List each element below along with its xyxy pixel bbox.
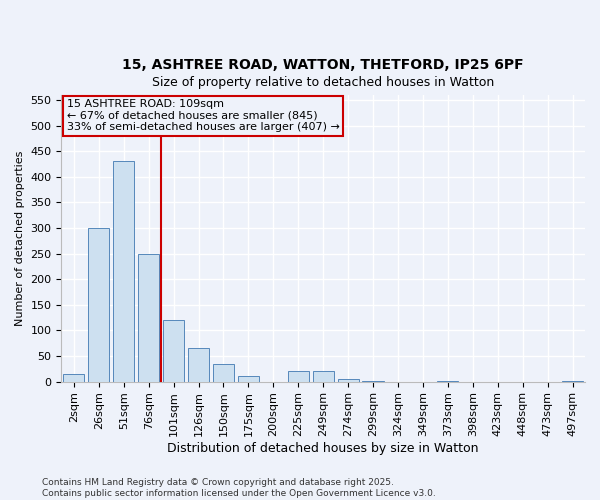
Bar [362, 381, 383, 382]
Text: 15 ASHTREE ROAD: 109sqm
← 67% of detached houses are smaller (845)
33% of semi-d: 15 ASHTREE ROAD: 109sqm ← 67% of detache… [67, 99, 340, 132]
Bar [287, 372, 309, 382]
Bar [188, 348, 209, 382]
X-axis label: Distribution of detached houses by size in Watton: Distribution of detached houses by size … [167, 442, 479, 455]
Text: 15, ASHTREE ROAD, WATTON, THETFORD, IP25 6PF: 15, ASHTREE ROAD, WATTON, THETFORD, IP25… [122, 58, 524, 72]
Bar [338, 379, 359, 382]
Bar [138, 254, 159, 382]
Text: Contains HM Land Registry data © Crown copyright and database right 2025.
Contai: Contains HM Land Registry data © Crown c… [42, 478, 436, 498]
Bar [163, 320, 184, 382]
Bar [88, 228, 109, 382]
Text: Size of property relative to detached houses in Watton: Size of property relative to detached ho… [152, 76, 494, 89]
Bar [113, 162, 134, 382]
Bar [437, 381, 458, 382]
Y-axis label: Number of detached properties: Number of detached properties [15, 150, 25, 326]
Bar [238, 376, 259, 382]
Bar [213, 364, 234, 382]
Bar [562, 381, 583, 382]
Bar [63, 374, 85, 382]
Bar [313, 372, 334, 382]
